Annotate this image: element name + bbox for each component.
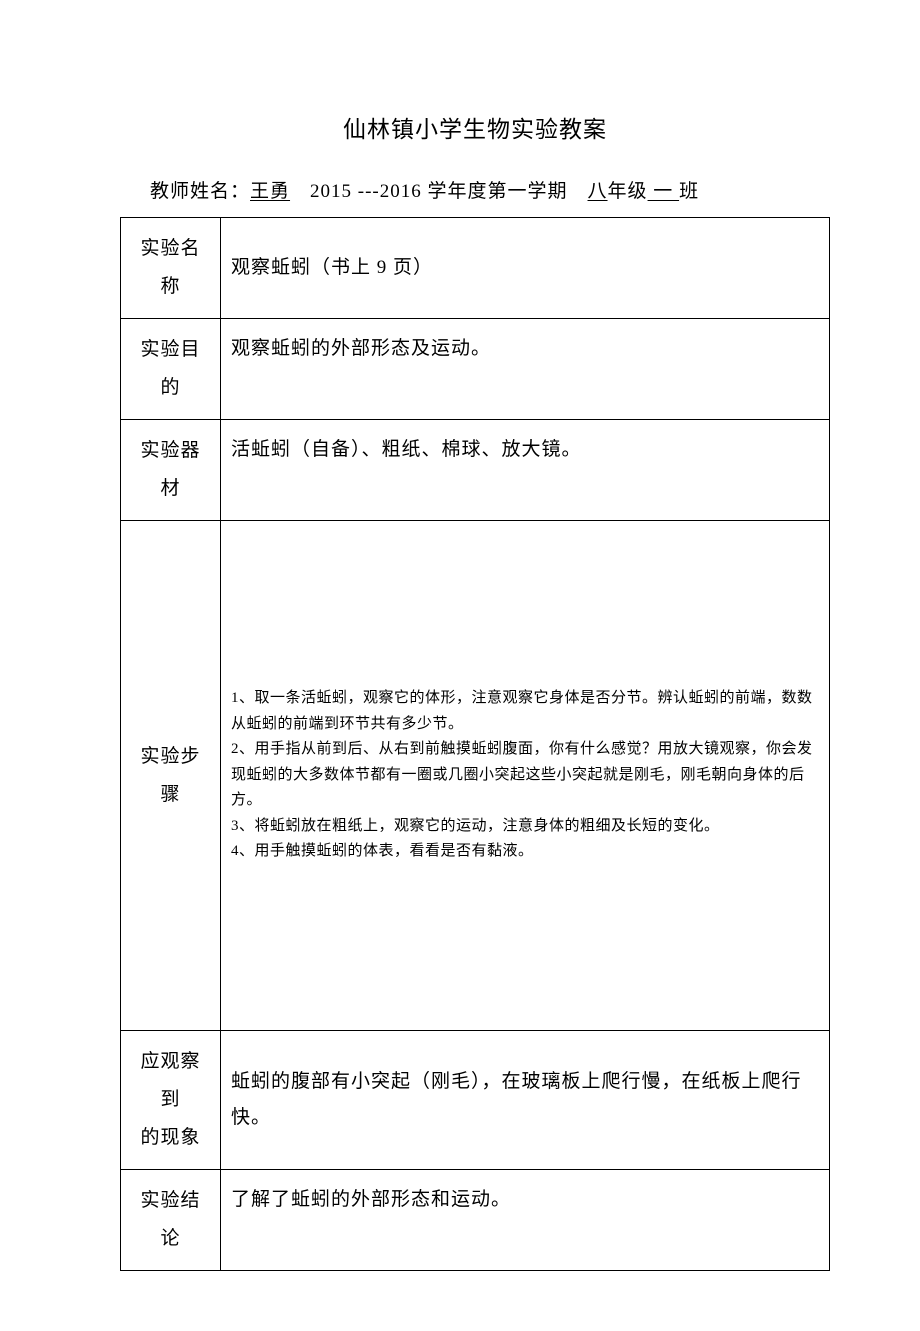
teacher-name: 王勇 bbox=[250, 181, 290, 202]
conclusion-label: 实验结论 bbox=[121, 1170, 221, 1271]
class-num: 一 bbox=[648, 181, 680, 202]
document-title: 仙林镇小学生物实验教案 bbox=[120, 110, 830, 144]
table-row-steps: 实验步骤 1、取一条活蚯蚓，观察它的体形，注意观察它身体是否分节。辨认蚯蚓的前端… bbox=[121, 521, 830, 1031]
step-4: 4、用手触摸蚯蚓的体表，看看是否有黏液。 bbox=[231, 839, 819, 865]
table-row-name: 实验名称 观察蚯蚓（书上 9 页） bbox=[121, 218, 830, 319]
table-row-equipment: 实验器材 活蚯蚓（自备）、粗纸、棉球、放大镜。 bbox=[121, 420, 830, 521]
class-suffix: 班 bbox=[679, 181, 699, 202]
phenomenon-content: 蚯蚓的腹部有小突起（刚毛），在玻璃板上爬行慢，在纸板上爬行快。 bbox=[221, 1031, 830, 1170]
steps-content: 1、取一条活蚯蚓，观察它的体形，注意观察它身体是否分节。辨认蚯蚓的前端，数数从蚯… bbox=[221, 521, 830, 1031]
phenomenon-label: 应观察到 的现象 bbox=[121, 1031, 221, 1170]
experiment-table: 实验名称 观察蚯蚓（书上 9 页） 实验目的 观察蚯蚓的外部形态及运动。 实验器… bbox=[120, 217, 830, 1271]
name-label: 实验名称 bbox=[121, 218, 221, 319]
purpose-label: 实验目的 bbox=[121, 319, 221, 420]
name-content: 观察蚯蚓（书上 9 页） bbox=[221, 218, 830, 319]
grade-suffix: 年级 bbox=[608, 181, 648, 202]
step-1: 1、取一条活蚯蚓，观察它的体形，注意观察它身体是否分节。辨认蚯蚓的前端，数数从蚯… bbox=[231, 686, 819, 737]
year-text: 2015 ---2016 学年度第一学期 bbox=[290, 181, 587, 202]
conclusion-content: 了解了蚯蚓的外部形态和运动。 bbox=[221, 1170, 830, 1271]
grade: 八 bbox=[588, 181, 608, 202]
teacher-label: 教师姓名： bbox=[150, 181, 250, 202]
step-3: 3、将蚯蚓放在粗纸上，观察它的运动，注意身体的粗细及长短的变化。 bbox=[231, 814, 819, 840]
equipment-content: 活蚯蚓（自备）、粗纸、棉球、放大镜。 bbox=[221, 420, 830, 521]
phenomenon-label-1: 应观察到 bbox=[131, 1043, 210, 1119]
table-row-purpose: 实验目的 观察蚯蚓的外部形态及运动。 bbox=[121, 319, 830, 420]
purpose-content: 观察蚯蚓的外部形态及运动。 bbox=[221, 319, 830, 420]
document-header: 教师姓名：王勇 2015 ---2016 学年度第一学期 八年级 一 班 bbox=[120, 176, 830, 203]
steps-label: 实验步骤 bbox=[121, 521, 221, 1031]
table-row-conclusion: 实验结论 了解了蚯蚓的外部形态和运动。 bbox=[121, 1170, 830, 1271]
table-row-phenomenon: 应观察到 的现象 蚯蚓的腹部有小突起（刚毛），在玻璃板上爬行慢，在纸板上爬行快。 bbox=[121, 1031, 830, 1170]
equipment-label: 实验器材 bbox=[121, 420, 221, 521]
step-2: 2、用手指从前到后、从右到前触摸蚯蚓腹面，你有什么感觉？用放大镜观察，你会发现蚯… bbox=[231, 737, 819, 814]
phenomenon-label-2: 的现象 bbox=[131, 1119, 210, 1157]
